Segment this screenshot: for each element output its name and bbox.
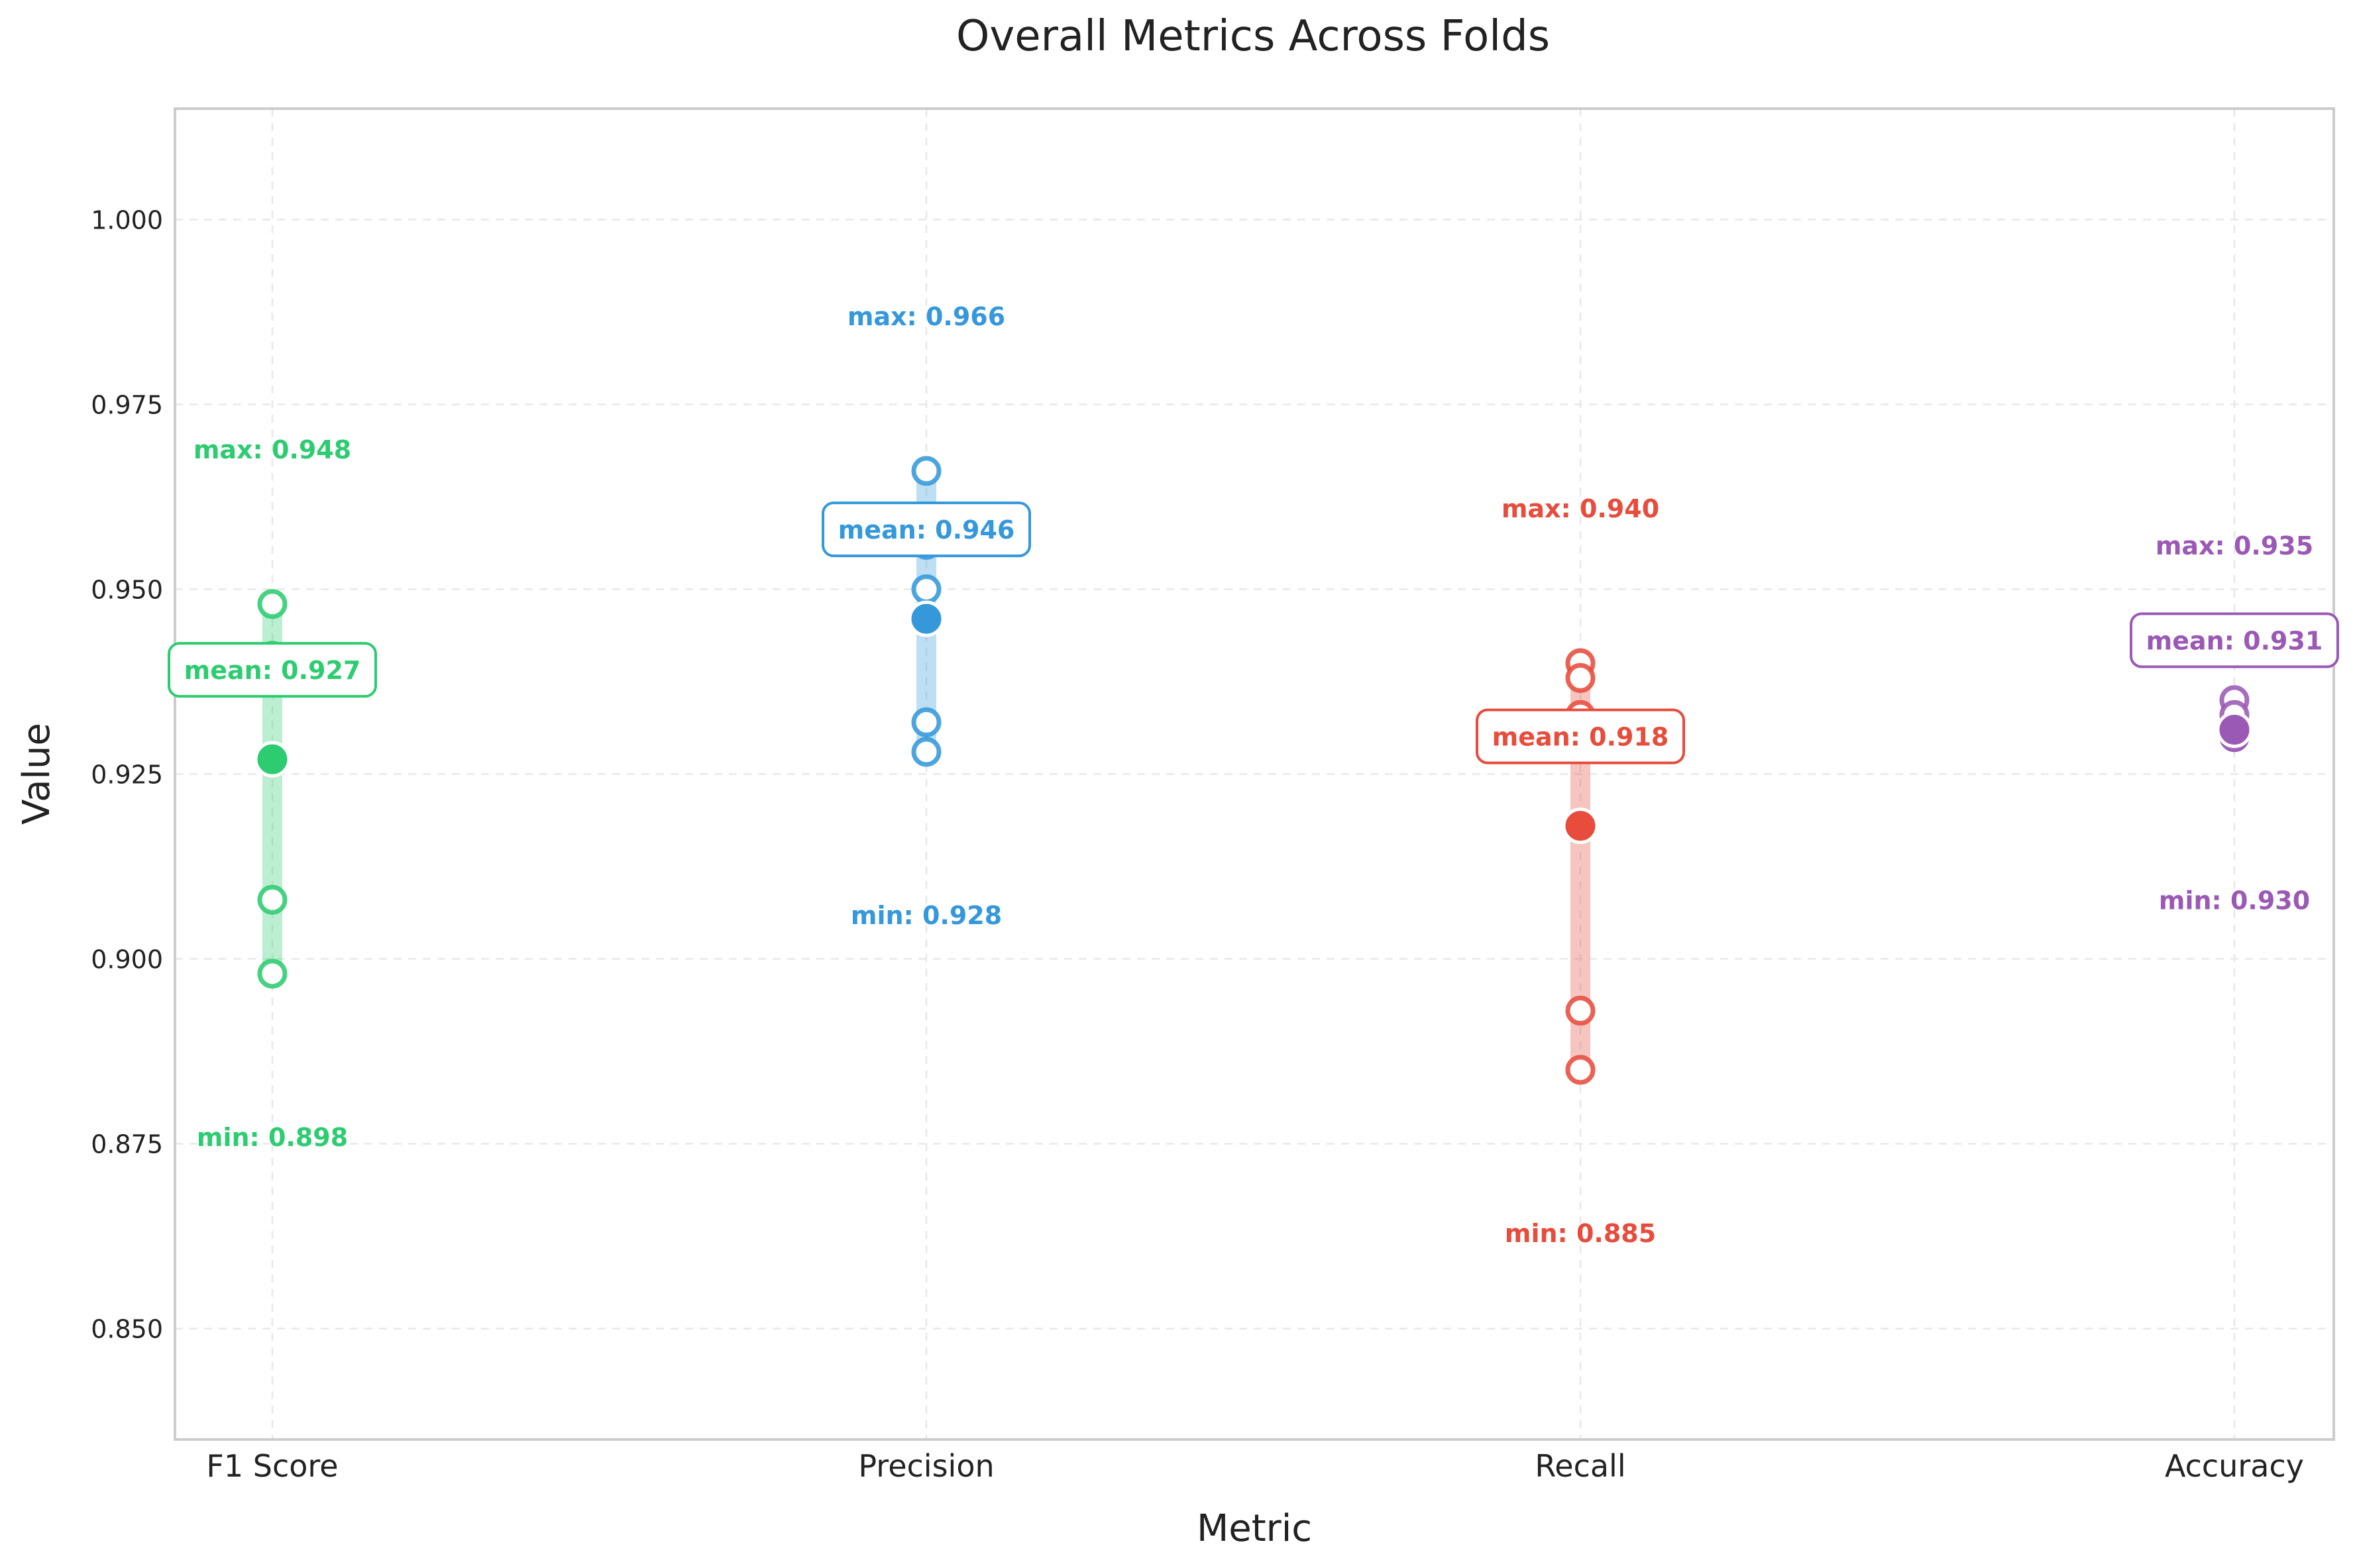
plot-frame [174,107,2335,1441]
mean-point [254,741,291,778]
mean-label: mean: 0.918 [1492,723,1669,752]
y-tick-label: 1.000 [91,205,163,235]
mean-label: mean: 0.931 [2146,627,2323,656]
series-f1-score: max: 0.948 min: 0.898 mean: 0.927 [168,435,377,1152]
axis-ticks: 0.850 0.875 0.900 0.925 0.950 0.975 1.000 F1 Sc… [91,205,2304,1484]
fold-point [257,959,288,989]
x-tick-label: Accuracy [2165,1448,2304,1484]
mean-point [1562,808,1599,845]
min-label: min: 0.898 [197,1123,348,1152]
mean-point [2216,711,2253,749]
x-tick-label: Precision [858,1448,994,1484]
min-label: min: 0.885 [1505,1219,1656,1248]
max-label: max: 0.966 [848,302,1005,331]
fold-point [911,707,942,737]
fold-point [257,589,288,619]
mean-label-box [168,642,377,698]
x-tick-label: Recall [1535,1448,1625,1484]
y-tick-label: 0.875 [91,1130,163,1159]
fold-point [1565,1055,1596,1085]
max-label: max: 0.948 [193,435,351,464]
y-tick-label: 0.850 [91,1315,163,1344]
fold-point [1565,996,1596,1026]
series-group: max: 0.948 min: 0.898 mean: 0.927 max: 0.96… [168,302,2339,1248]
mean-label-box [1476,708,1685,764]
series-recall: max: 0.940 min: 0.885 mean: 0.918 [1476,494,1685,1248]
max-label: max: 0.935 [2156,531,2313,560]
y-tick-label: 0.975 [91,390,163,419]
mean-point [908,600,945,637]
fold-point [1565,662,1596,693]
y-tick-label: 0.950 [91,575,163,604]
y-axis-label: Value [15,723,58,825]
x-tick-label: F1 Score [206,1448,338,1484]
mean-label: mean: 0.927 [184,656,361,685]
min-label: min: 0.928 [851,901,1002,930]
fold-point [911,737,942,767]
fold-point [257,884,288,915]
chart-title: Overall Metrics Across Folds [956,12,1550,61]
min-label: min: 0.930 [2159,886,2310,915]
series-accuracy: max: 0.935 min: 0.930 mean: 0.931 [2130,531,2339,915]
mean-label-box [2130,612,2339,668]
grid [175,109,2334,1439]
fold-point [911,574,942,604]
fold-point [911,456,942,486]
series-precision: max: 0.966 min: 0.928 mean: 0.946 [822,302,1031,930]
mean-label-box [822,501,1031,558]
max-label: max: 0.940 [1502,494,1659,523]
x-axis-label: Metric [1197,1507,1312,1550]
y-tick-label: 0.925 [91,760,163,790]
mean-label: mean: 0.946 [838,515,1015,545]
y-tick-label: 0.900 [91,945,163,974]
